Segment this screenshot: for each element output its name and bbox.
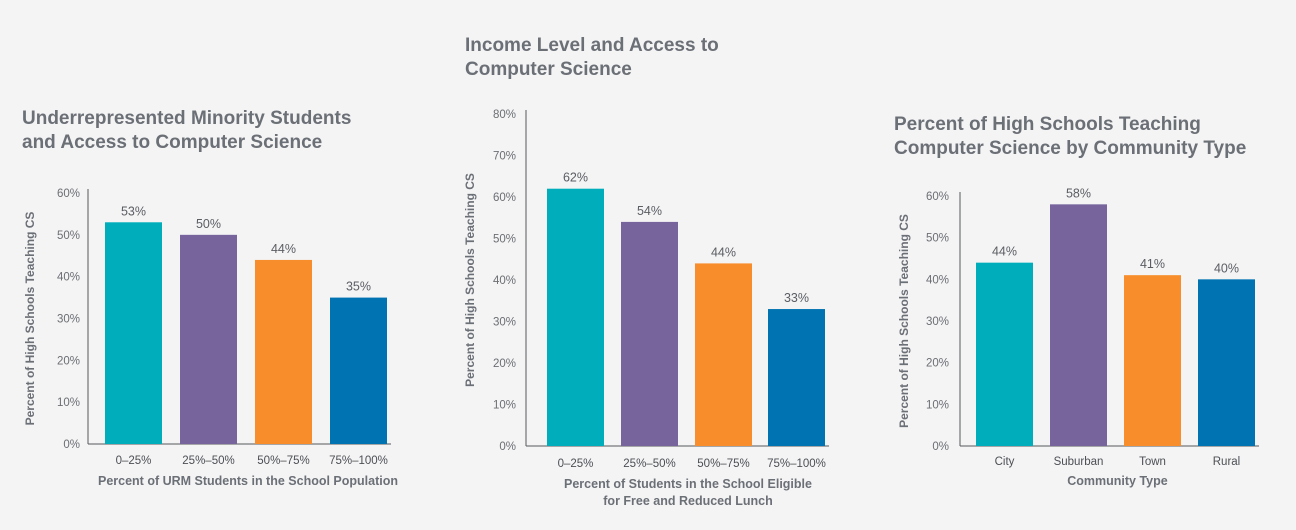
- chart-2-bar: [547, 188, 604, 446]
- chart-3-category-label: Rural: [1213, 456, 1240, 468]
- chart-3-y-tick-label: 0%: [932, 441, 949, 453]
- chart-3-y-tick-label: 30%: [926, 316, 949, 328]
- chart-3-y-axis-label: Percent of High Schools Teaching CS: [897, 214, 911, 428]
- chart-3-value-label: 41%: [1140, 257, 1165, 271]
- chart-3-title: Percent of High Schools Teaching Compute…: [894, 114, 1247, 159]
- chart-1-category-label: 0–25%: [116, 455, 152, 467]
- chart-3-value-label: 58%: [1066, 186, 1091, 200]
- chart-2-x-axis-label: for Free and Reduced Lunch: [603, 494, 772, 508]
- chart-2-y-tick-label: 70%: [493, 151, 516, 163]
- chart-3-x-axis-label: Community Type: [1067, 474, 1168, 488]
- chart-3-y-tick-label: 20%: [926, 358, 949, 370]
- chart-1-y-tick-label: 60%: [57, 188, 80, 200]
- chart-3-value-label: 44%: [992, 245, 1017, 259]
- chart-1-bar: [255, 259, 312, 444]
- chart-1-value-label: 53%: [121, 204, 146, 218]
- chart-3-y-tick-label: 40%: [926, 274, 949, 286]
- chart-3-y-tick-label: 60%: [926, 191, 949, 203]
- chart-1-x-axis-label: Percent of URM Students in the School Po…: [98, 474, 398, 488]
- chart-1-value-label: 35%: [346, 280, 371, 294]
- chart-2-category-label: 75%–100%: [767, 458, 826, 470]
- chart-2-y-axis-label: Percent of High Schools Teaching CS: [463, 173, 477, 387]
- chart-1-y-tick-label: 30%: [57, 314, 80, 326]
- chart-2-y-tick-label: 60%: [493, 192, 516, 204]
- chart-1-category-label: 50%–75%: [257, 455, 309, 467]
- chart-2-y-tick-label: 30%: [493, 317, 516, 329]
- chart-3-y-tick-label: 50%: [926, 233, 949, 245]
- chart-2-y-tick-label: 0%: [499, 441, 516, 453]
- chart-2-y-tick-label: 80%: [493, 109, 516, 121]
- chart-2-value-label: 33%: [784, 291, 809, 305]
- chart-3-bar: [1050, 204, 1107, 446]
- chart-2-category-label: 50%–75%: [697, 458, 749, 470]
- chart-1-value-label: 44%: [271, 242, 296, 256]
- chart-2-value-label: 54%: [637, 204, 662, 218]
- chart-3-category-label: City: [995, 456, 1015, 468]
- chart-1-title: Underrepresented Minority Students and A…: [22, 108, 352, 153]
- chart-2-category-label: 0–25%: [558, 458, 594, 470]
- chart-2-value-label: 44%: [711, 245, 736, 259]
- chart-1-y-tick-label: 40%: [57, 272, 80, 284]
- chart-2-y-tick-label: 10%: [493, 400, 516, 412]
- chart-3-bar: [976, 262, 1033, 446]
- chart-2-y-tick-label: 50%: [493, 234, 516, 246]
- chart-1-bar: [330, 297, 387, 444]
- chart-1-category-label: 75%–100%: [329, 455, 388, 467]
- chart-2-bar: [621, 221, 678, 446]
- chart-1-value-label: 50%: [196, 217, 221, 231]
- chart-3-y-tick-label: 10%: [926, 399, 949, 411]
- chart-2-value-label: 62%: [563, 171, 588, 185]
- chart-1-y-axis-label: Percent of High Schools Teaching CS: [23, 212, 37, 426]
- chart-1-bar: [180, 234, 237, 444]
- chart-1-y-tick-label: 20%: [57, 355, 80, 367]
- chart-2-y-tick-label: 40%: [493, 275, 516, 287]
- chart-2-bar: [768, 309, 825, 446]
- chart-3-value-label: 40%: [1214, 261, 1239, 275]
- chart-1-y-tick-label: 10%: [57, 397, 80, 409]
- chart-2-category-label: 25%–50%: [623, 458, 675, 470]
- chart-2-y-tick-label: 20%: [493, 358, 516, 370]
- chart-3-bar: [1124, 275, 1181, 446]
- chart-3-category-label: Town: [1139, 456, 1166, 468]
- chart-3-bar: [1198, 279, 1255, 446]
- chart-2-title: Income Level and Access to Computer Scie…: [465, 35, 719, 80]
- chart-1-bar: [105, 222, 162, 444]
- chart-2-x-axis-label: Percent of Students in the School Eligib…: [564, 477, 812, 491]
- chart-3-category-label: Suburban: [1054, 456, 1104, 468]
- chart-1-y-tick-label: 0%: [63, 439, 80, 451]
- chart-1-category-label: 25%–50%: [182, 455, 234, 467]
- chart-1-y-tick-label: 50%: [57, 230, 80, 242]
- chart-2-bar: [695, 263, 752, 446]
